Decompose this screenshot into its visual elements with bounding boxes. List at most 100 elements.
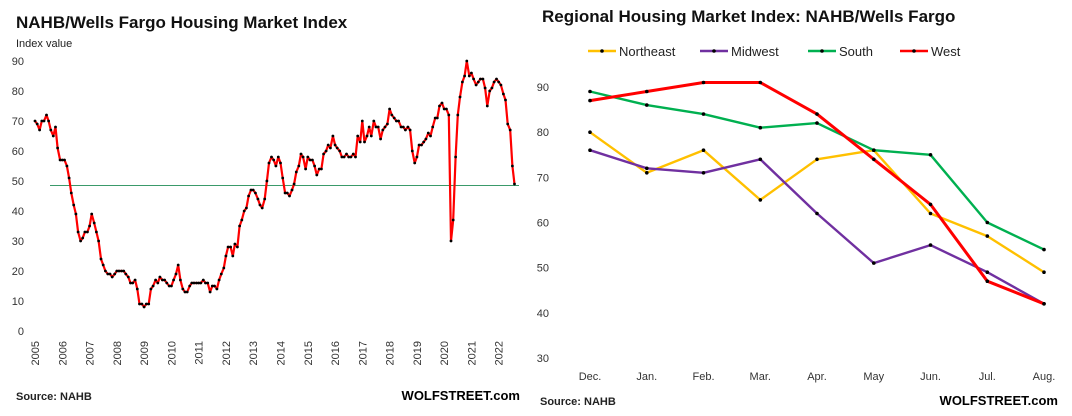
left-y-tick-label: 70: [12, 116, 24, 128]
housing-index-point: [240, 218, 244, 222]
legend-item-midwest: Midwest: [700, 44, 779, 59]
housing-index-point: [117, 269, 121, 273]
housing-index-point: [156, 281, 160, 285]
housing-index-point: [483, 86, 487, 90]
housing-index-point: [236, 245, 239, 249]
housing-index-point: [461, 80, 464, 84]
right-x-tick-label: Feb.: [692, 371, 714, 383]
right-credit: WOLFSTREET.com: [940, 393, 1058, 408]
housing-index-point: [49, 128, 53, 132]
series-point: [815, 112, 819, 116]
housing-index-point: [502, 92, 505, 96]
housing-index-point: [54, 125, 57, 129]
housing-index-point: [276, 155, 280, 159]
housing-index-point: [267, 161, 271, 165]
housing-index-point: [147, 302, 151, 306]
housing-index-point: [311, 158, 314, 162]
series-point: [928, 202, 933, 207]
housing-index-point: [406, 125, 410, 129]
series-point: [815, 157, 819, 162]
housing-index-point: [197, 281, 201, 285]
housing-index-point: [431, 125, 435, 129]
housing-index-point: [511, 164, 514, 168]
housing-index-point: [161, 278, 164, 282]
housing-index-point: [74, 212, 78, 216]
housing-index-point: [479, 77, 482, 81]
series-point: [758, 157, 763, 162]
housing-index-point: [283, 191, 287, 195]
left-x-tick-label: 2010: [166, 341, 178, 365]
housing-index-point: [215, 287, 219, 291]
housing-index-point: [208, 290, 212, 294]
housing-index-point: [304, 167, 307, 171]
housing-index-point: [401, 125, 405, 129]
housing-index-point: [349, 155, 353, 159]
housing-index-point: [90, 212, 94, 216]
series-point: [815, 121, 819, 125]
series-northeast: [588, 130, 1046, 275]
left-y-tick-label: 30: [12, 236, 24, 248]
housing-index-point: [347, 155, 351, 159]
housing-index-point: [424, 137, 428, 141]
housing-index-point: [170, 284, 173, 288]
housing-index-point: [144, 302, 148, 306]
right-y-tick-label: 70: [537, 172, 549, 184]
housing-index-point: [492, 80, 496, 84]
series-line: [589, 131, 1045, 274]
housing-index-point: [72, 203, 76, 207]
housing-index-point: [465, 59, 469, 63]
right-y-tick-label: 80: [537, 127, 549, 139]
housing-index-point: [381, 128, 385, 132]
series-point: [928, 243, 933, 247]
left-x-tick-label: 2009: [139, 341, 151, 365]
housing-index-point: [329, 146, 332, 150]
housing-index-point: [185, 290, 189, 294]
housing-index-point: [476, 80, 480, 84]
housing-index-point: [81, 236, 85, 240]
housing-index-point: [83, 230, 87, 234]
housing-index-point: [110, 275, 114, 279]
housing-index-point: [458, 95, 462, 99]
housing-index-point: [397, 119, 400, 123]
left-x-tick-label: 2011: [194, 341, 206, 365]
right-y-ticks: 30 40 50 60 70 80 90: [537, 82, 549, 365]
housing-index-point: [47, 119, 50, 123]
housing-index-point: [122, 269, 126, 273]
series-line: [589, 149, 1045, 305]
left-y-tick-label: 40: [12, 206, 24, 218]
housing-index-point: [456, 113, 460, 117]
housing-index-point: [242, 209, 246, 213]
housing-index-point: [399, 125, 403, 129]
housing-index-point: [415, 155, 419, 159]
housing-index-point: [60, 158, 64, 162]
housing-index-point: [272, 158, 276, 162]
left-x-tick-label: 2016: [330, 341, 342, 365]
housing-index-point: [408, 128, 412, 132]
housing-index-point: [467, 74, 471, 78]
housing-index-point: [206, 281, 210, 285]
housing-index-point: [360, 119, 364, 123]
housing-index-point: [440, 101, 444, 105]
housing-index-point: [163, 278, 167, 282]
housing-index-point: [63, 158, 66, 162]
right-x-tick-label: May: [863, 371, 884, 383]
housing-index-point: [126, 275, 130, 279]
housing-index-point: [251, 188, 255, 192]
series-point: [928, 153, 933, 157]
housing-index-point: [183, 290, 187, 294]
series-point: [645, 166, 649, 171]
housing-index-point: [172, 278, 176, 282]
series-point: [985, 270, 990, 275]
housing-index-point: [76, 230, 80, 234]
housing-index-point: [454, 155, 457, 159]
series-point: [588, 130, 592, 134]
housing-index-point: [181, 287, 185, 291]
housing-index-point: [38, 128, 41, 132]
housing-index-point: [404, 128, 407, 132]
legend-label: West: [931, 44, 961, 59]
housing-index-point: [247, 194, 251, 198]
legend-marker: [712, 49, 716, 53]
housing-index-point: [97, 239, 100, 243]
housing-index-point: [222, 266, 226, 270]
